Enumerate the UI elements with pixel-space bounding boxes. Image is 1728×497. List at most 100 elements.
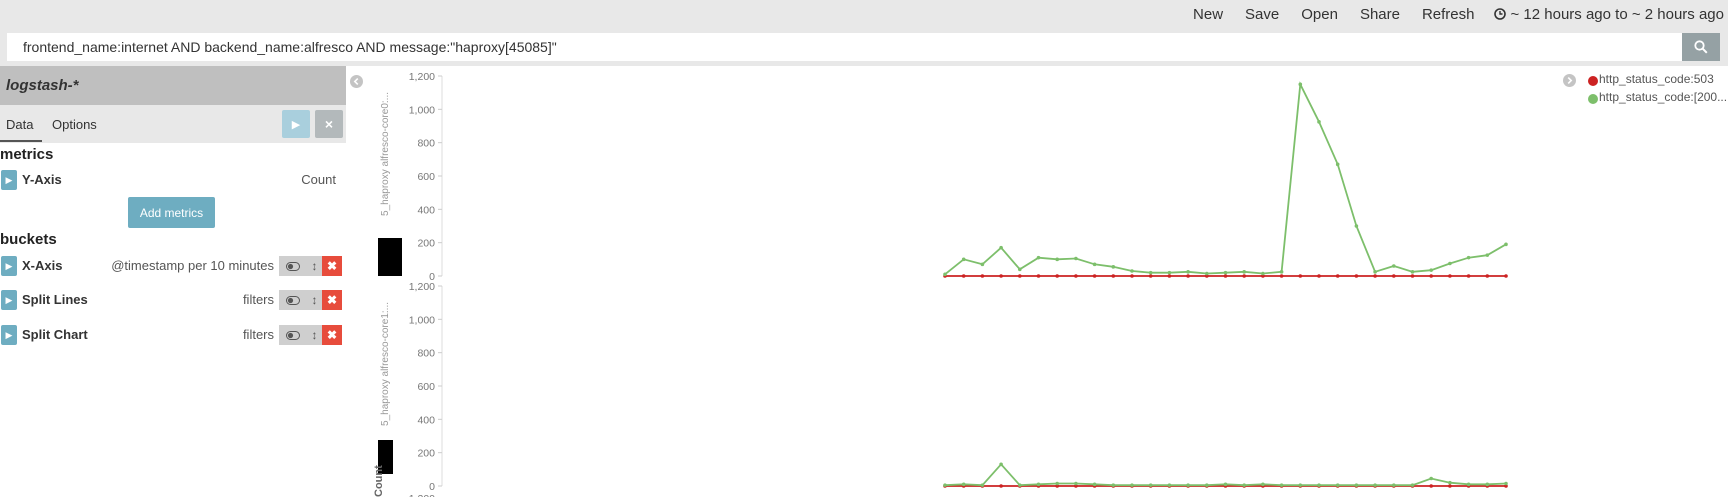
data-point[interactable]	[1036, 482, 1041, 487]
collapse-sidebar-button[interactable]	[350, 75, 363, 93]
new-button[interactable]: New	[1193, 5, 1224, 23]
tab-options[interactable]: Options	[52, 117, 97, 132]
data-point[interactable]	[1205, 483, 1209, 487]
data-point[interactable]	[1429, 268, 1433, 272]
data-point[interactable]	[1410, 483, 1415, 487]
data-point[interactable]	[1429, 274, 1433, 278]
open-button[interactable]: Open	[1301, 5, 1338, 23]
data-point[interactable]	[1223, 270, 1228, 275]
data-point[interactable]	[1167, 270, 1172, 275]
data-point[interactable]	[1130, 274, 1134, 278]
data-point[interactable]	[1092, 262, 1097, 267]
legend-item-503[interactable]: http_status_code:503	[1568, 72, 1728, 90]
data-point[interactable]	[1074, 256, 1078, 261]
data-point[interactable]	[1504, 274, 1508, 278]
move-handle[interactable]: ↕	[307, 325, 322, 345]
data-point[interactable]	[1504, 484, 1508, 488]
data-point[interactable]	[1485, 253, 1490, 257]
data-point[interactable]	[1242, 483, 1246, 487]
data-point[interactable]	[1111, 265, 1116, 269]
data-point[interactable]	[999, 274, 1003, 278]
data-point[interactable]	[1317, 274, 1321, 278]
data-point[interactable]	[1036, 274, 1041, 278]
discard-changes-button[interactable]: ×	[315, 110, 343, 138]
data-point[interactable]	[961, 257, 966, 262]
data-point[interactable]	[1092, 274, 1097, 278]
toggle-agg-button[interactable]	[279, 325, 307, 345]
move-handle[interactable]: ↕	[307, 290, 322, 310]
data-point[interactable]	[1242, 274, 1246, 278]
add-metrics-button[interactable]: Add metrics	[128, 197, 215, 228]
data-point[interactable]	[1298, 274, 1303, 278]
data-point[interactable]	[943, 272, 947, 277]
data-point[interactable]	[1373, 270, 1377, 274]
data-point[interactable]	[1148, 274, 1153, 278]
data-point[interactable]	[1466, 482, 1471, 487]
data-point[interactable]	[1186, 483, 1190, 487]
time-range-picker[interactable]: ~ 12 hours ago to ~ 2 hours ago	[1493, 6, 1724, 23]
data-point[interactable]	[1130, 269, 1134, 273]
data-point[interactable]	[1092, 482, 1097, 487]
data-point[interactable]	[1504, 242, 1508, 247]
data-point[interactable]	[1018, 267, 1022, 272]
data-point[interactable]	[1298, 483, 1303, 487]
apply-changes-button[interactable]: ▶	[282, 110, 310, 138]
data-point[interactable]	[961, 274, 966, 278]
data-point[interactable]	[1167, 274, 1172, 278]
legend-item-200[interactable]: http_status_code:[200...	[1568, 90, 1728, 108]
data-point[interactable]	[1410, 274, 1415, 278]
data-point[interactable]	[1485, 482, 1490, 487]
expand-x-axis-button[interactable]: ▶	[1, 256, 17, 276]
data-point[interactable]	[1261, 274, 1265, 278]
data-point[interactable]	[1392, 264, 1396, 268]
data-point[interactable]	[1130, 483, 1134, 487]
data-point[interactable]	[1223, 482, 1228, 487]
data-point[interactable]	[1448, 261, 1452, 266]
expand-split-chart-button[interactable]: ▶	[1, 325, 17, 345]
data-point[interactable]	[1055, 484, 1059, 488]
data-point[interactable]	[1354, 274, 1359, 278]
data-point[interactable]	[980, 483, 985, 487]
data-point[interactable]	[1354, 224, 1359, 228]
data-point[interactable]	[1279, 274, 1284, 278]
data-point[interactable]	[1335, 483, 1340, 487]
data-point[interactable]	[1373, 274, 1377, 278]
data-point[interactable]	[1448, 274, 1452, 278]
data-point[interactable]	[1410, 270, 1415, 274]
data-point[interactable]	[1485, 274, 1490, 278]
legend-toggle-button[interactable]	[1563, 74, 1576, 92]
data-point[interactable]	[999, 484, 1003, 488]
data-point[interactable]	[1354, 483, 1359, 487]
tab-data[interactable]: Data	[6, 117, 34, 132]
data-point[interactable]	[1335, 162, 1340, 167]
remove-agg-button[interactable]: ✖	[322, 290, 342, 310]
data-point[interactable]	[943, 483, 947, 487]
data-point[interactable]	[1317, 483, 1321, 487]
data-point[interactable]	[1429, 476, 1433, 481]
search-button[interactable]	[1682, 33, 1720, 61]
data-point[interactable]	[1205, 271, 1209, 276]
data-point[interactable]	[1298, 82, 1303, 87]
refresh-button[interactable]: Refresh	[1421, 5, 1475, 23]
data-point[interactable]	[999, 245, 1003, 250]
toggle-agg-button[interactable]	[279, 256, 307, 276]
data-point[interactable]	[1261, 271, 1265, 276]
data-point[interactable]	[1392, 274, 1396, 278]
data-point[interactable]	[1205, 274, 1209, 278]
data-point[interactable]	[1148, 483, 1153, 487]
data-point[interactable]	[1504, 481, 1508, 486]
data-point[interactable]	[1448, 480, 1452, 485]
data-point[interactable]	[1167, 483, 1172, 487]
data-point[interactable]	[1055, 257, 1059, 262]
data-point[interactable]	[1186, 270, 1190, 274]
share-button[interactable]: Share	[1359, 5, 1400, 23]
move-handle[interactable]: ↕	[307, 256, 322, 276]
data-point[interactable]	[1261, 482, 1265, 487]
data-point[interactable]	[1242, 270, 1246, 274]
remove-agg-button[interactable]: ✖	[322, 325, 342, 345]
data-point[interactable]	[1392, 483, 1396, 487]
data-point[interactable]	[1074, 274, 1078, 278]
data-point[interactable]	[1466, 274, 1471, 278]
data-point[interactable]	[980, 262, 985, 267]
data-point[interactable]	[1448, 484, 1452, 488]
